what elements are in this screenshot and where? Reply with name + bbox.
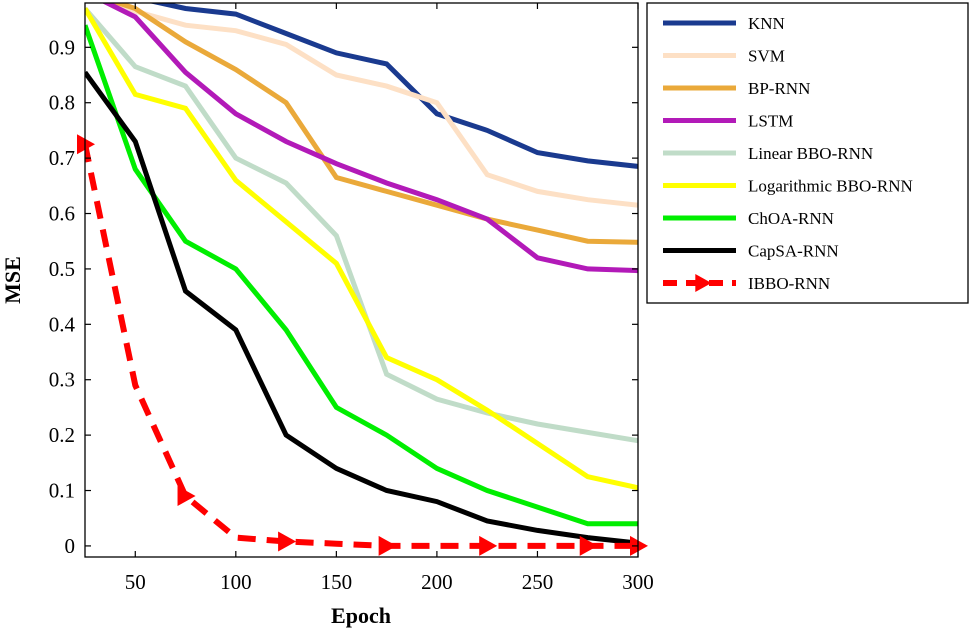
y-tick-label: 0.2	[49, 423, 75, 447]
y-tick-label: 0.4	[49, 312, 76, 336]
series-line-knn	[148, 3, 638, 169]
series-line-svm	[106, 3, 638, 208]
x-axis-label: Epoch	[331, 603, 391, 628]
legend-entries: KNN SVM BP-RNN LSTM Linear BBO-RNN Logarithmi…	[663, 14, 913, 293]
series-line-logarithmic-bbo-rnn	[85, 7, 638, 491]
x-tick-label: 200	[421, 570, 453, 594]
legend-label-lstm: LSTM	[748, 112, 793, 131]
x-tick-label: 300	[622, 570, 654, 594]
legend-label-linear-bbo-rnn: Linear BBO-RNN	[748, 144, 873, 163]
x-tick-label: 250	[522, 570, 554, 594]
series-marker-ibbo-rnn	[378, 535, 397, 556]
y-tick-label: 0.9	[49, 35, 75, 59]
legend-label-svm: SVM	[748, 47, 785, 66]
series-marker-ibbo-rnn	[278, 531, 297, 552]
series-line-choa-rnn	[85, 24, 638, 527]
y-tick-label: 0.1	[49, 479, 75, 503]
y-tick-label: 0.6	[49, 202, 75, 226]
legend-label-logarithmic-bbo-rnn: Logarithmic BBO-RNN	[748, 177, 913, 196]
y-tick-label: 0.7	[49, 146, 75, 170]
y-axis-label: MSE	[0, 256, 25, 304]
y-tick-label: 0.3	[49, 368, 75, 392]
x-tick-label: 150	[321, 570, 353, 594]
legend-label-capsa-rnn: CapSA-RNN	[748, 242, 839, 261]
y-tick-label: 0.8	[49, 91, 75, 115]
legend-label-knn: KNN	[748, 14, 785, 33]
plot-background	[85, 3, 638, 557]
series-marker-ibbo-rnn	[579, 535, 598, 556]
legend: KNN SVM BP-RNN LSTM Linear BBO-RNN Logarithmi…	[646, 2, 969, 304]
series-line-ibbo-rnn	[85, 143, 638, 549]
y-tick-label: 0.5	[49, 257, 75, 281]
legend-label-choa-rnn: ChOA-RNN	[748, 209, 834, 228]
tick-layer: 50 100 150 200 250 300 0 0.1 0.2 0.3 0.4 0.5 0.6 0.7 0…	[49, 3, 654, 594]
legend-marker-ibbo-rnn	[695, 274, 712, 292]
legend-label-ibbo-rnn: IBBO-RNN	[748, 274, 830, 293]
x-tick-label: 50	[125, 570, 146, 594]
x-tick-label: 100	[220, 570, 252, 594]
marker-layer	[77, 134, 648, 556]
series-line-lstm	[101, 3, 638, 274]
series-line-linear-bbo-rnn	[85, 6, 638, 444]
series-marker-ibbo-rnn	[630, 535, 648, 556]
y-tick-label: 0	[65, 534, 76, 558]
series-marker-ibbo-rnn	[177, 486, 196, 507]
series-marker-ibbo-rnn	[77, 134, 95, 155]
series-layer	[85, 3, 638, 549]
series-line-bp-rnn	[110, 3, 638, 245]
plot-frame	[84, 2, 639, 558]
series-line-capsa-rnn	[85, 70, 638, 546]
legend-label-bp-rnn: BP-RNN	[748, 79, 810, 98]
series-marker-ibbo-rnn	[479, 535, 498, 556]
